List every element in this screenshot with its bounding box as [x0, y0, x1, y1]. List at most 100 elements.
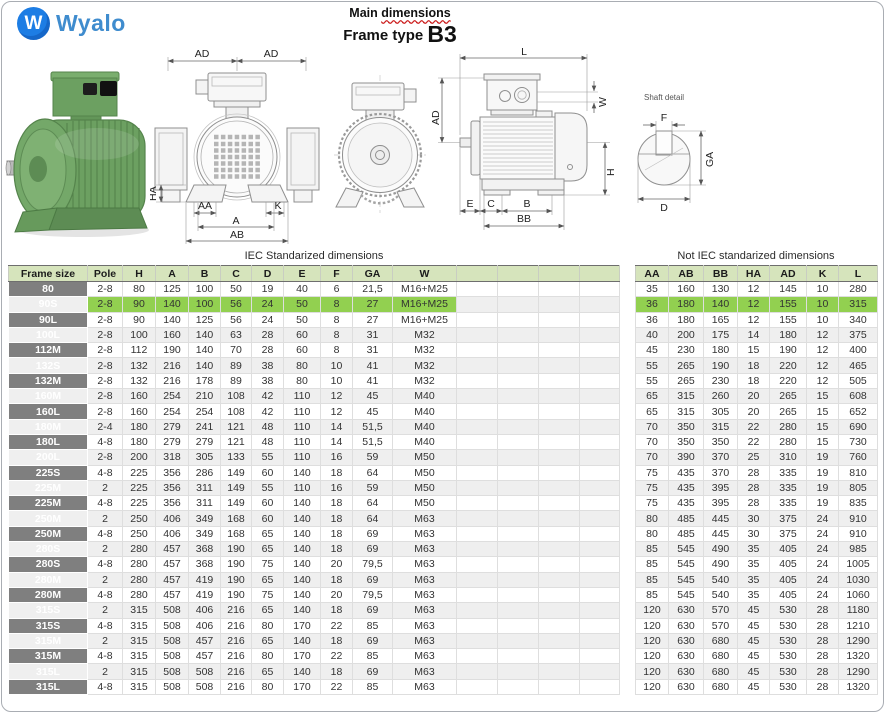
table-cell: 630	[668, 648, 704, 665]
table-cell: 406	[155, 510, 189, 527]
table-cell: 155	[769, 311, 807, 328]
empty-cell	[538, 602, 580, 619]
table-cell: 508	[155, 632, 189, 650]
empty-cell	[579, 571, 620, 588]
empty-cell	[579, 525, 620, 543]
table-cell: M50	[392, 479, 457, 497]
empty-cell	[456, 479, 498, 497]
table-cell: 216	[220, 602, 252, 619]
frame-size-cell: 100L	[8, 326, 88, 344]
table-cell: 110	[283, 449, 321, 466]
table-cell: 80	[635, 510, 669, 527]
table-cell: 14	[320, 433, 353, 451]
table-cell: 280	[838, 280, 878, 298]
table-cell: 140	[283, 571, 321, 588]
table-cell: 230	[703, 372, 738, 390]
table-cell: 170	[283, 648, 321, 665]
table-cell: 419	[188, 586, 221, 604]
table-cell: 120	[635, 602, 669, 619]
table-cell: 265	[769, 388, 807, 405]
table-cell: 28	[737, 464, 770, 481]
iec-table-title: IEC Standarized dimensions	[244, 250, 384, 262]
table-cell: 216	[220, 678, 252, 696]
frame-size-cell: 90L	[8, 311, 88, 328]
table-cell: 35	[737, 586, 770, 604]
table-cell: 50	[283, 311, 321, 328]
table-cell: 75	[635, 464, 669, 481]
dim-label-a: A	[232, 215, 239, 227]
table-cell: 435	[668, 479, 704, 497]
table-cell: 149	[220, 479, 252, 497]
table-cell: 59	[352, 449, 393, 466]
empty-cell	[497, 510, 539, 527]
title-word-dimensions: dimensions	[381, 6, 451, 20]
table-cell: M40	[392, 403, 457, 420]
table-cell: 18	[320, 541, 353, 558]
table-cell: 80	[635, 525, 669, 543]
table-row: 36 180 140 12 155 10 315	[635, 296, 878, 313]
frame-size-cell: 280S	[8, 541, 88, 558]
table-cell: 340	[838, 311, 878, 328]
table-cell: M40	[392, 418, 457, 435]
empty-cell	[456, 433, 498, 451]
dim-label-aa: AA	[198, 200, 212, 212]
table-cell: 485	[668, 525, 704, 543]
table-cell: 85	[635, 586, 669, 604]
table-cell: 405	[769, 571, 807, 588]
table-cell: 25	[737, 449, 770, 466]
table-cell: 220	[769, 357, 807, 374]
table-cell: 45	[352, 388, 393, 405]
empty-cell	[456, 388, 498, 405]
table-cell: 315	[122, 648, 156, 665]
table-cell: 2-4	[87, 418, 123, 435]
table-cell: 2	[87, 510, 123, 527]
column-header: L	[838, 265, 878, 282]
empty-cell	[538, 372, 580, 390]
table-cell: 254	[155, 403, 189, 420]
empty-cell	[456, 464, 498, 481]
table-cell: 570	[703, 602, 738, 619]
table-cell: 170	[283, 678, 321, 696]
table-cell: 760	[838, 449, 878, 466]
table-cell: 75	[635, 479, 669, 497]
empty-cell	[538, 433, 580, 451]
column-header: AB	[668, 265, 704, 282]
table-cell: 140	[283, 541, 321, 558]
table-cell: 1030	[838, 571, 878, 588]
table-cell: 680	[703, 678, 738, 696]
empty-cell	[579, 602, 620, 619]
empty-cell	[497, 449, 539, 466]
table-cell: 18	[320, 464, 353, 481]
table-cell: 350	[668, 433, 704, 451]
iec-table: Frame size Pole H A B C D E F GA W 80 2-8 80 125 100 50…	[8, 265, 620, 696]
table-cell: 168	[220, 510, 252, 527]
table-cell: 1060	[838, 586, 878, 604]
table-cell: 80	[283, 357, 321, 374]
table-cell: 132	[122, 357, 156, 374]
column-header: BB	[703, 265, 738, 282]
empty-cell	[497, 678, 539, 696]
table-cell: 65	[251, 571, 284, 588]
table-cell: 69	[352, 602, 393, 619]
table-cell: 190	[220, 586, 252, 604]
table-cell: 315	[122, 678, 156, 696]
table-cell: 2-8	[87, 311, 123, 328]
table-cell: 41	[352, 357, 393, 374]
table-cell: 356	[155, 464, 189, 481]
table-cell: 69	[352, 663, 393, 680]
table-cell: 530	[769, 602, 807, 619]
table-cell: 85	[352, 678, 393, 696]
table-cell: 20	[320, 556, 353, 573]
table-row: 315M 2 315 508 457 216 65 140 18 69 M63	[8, 632, 620, 650]
table-row: 75 435 395 28 335 19 835	[635, 495, 878, 512]
table-cell: 22	[737, 433, 770, 451]
table-cell: 28	[806, 648, 839, 665]
table-cell: 120	[635, 632, 669, 650]
dim-label-ad-side: AD	[430, 110, 442, 125]
empty-cell	[497, 663, 539, 680]
table-cell: 1180	[838, 602, 878, 619]
table-cell: 120	[635, 663, 669, 680]
table-row: 280S 4-8 280 457 368 190 75 140 20 79,5 M63	[8, 556, 620, 573]
empty-cell	[538, 296, 580, 313]
column-header: D	[251, 265, 284, 282]
